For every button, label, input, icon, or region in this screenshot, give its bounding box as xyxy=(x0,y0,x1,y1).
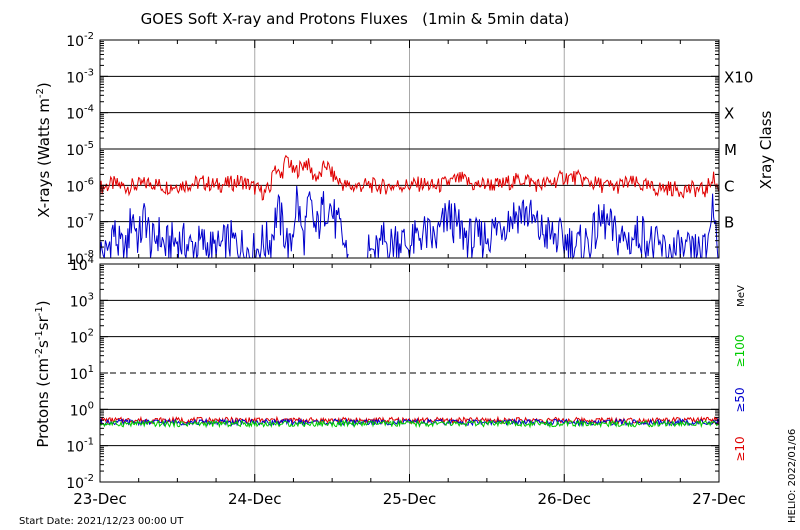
proton-y-axis-label-part: sr xyxy=(34,315,52,330)
y-tick-label: 10-3 xyxy=(66,67,94,86)
xray-class-axis-title: Xray Class xyxy=(757,110,775,189)
y-tick-label: 10-7 xyxy=(66,213,94,232)
y-tick-base: 10 xyxy=(66,34,84,50)
y-tick-label: 10-2 xyxy=(66,473,94,492)
y-tick-label: 10-1 xyxy=(66,437,94,456)
y-tick-exponent: -2 xyxy=(84,31,94,42)
xray-y-axis-label: X-rays (Watts m-2) xyxy=(35,82,53,217)
xray-class-label: X xyxy=(724,105,734,123)
y-tick-label: 10-2 xyxy=(66,31,94,50)
series-line xyxy=(99,154,720,201)
x-tick-label: 27-Dec xyxy=(692,490,746,508)
y-tick-label: 101 xyxy=(70,364,94,383)
y-tick-label: 102 xyxy=(70,328,94,347)
y-tick-exponent: 2 xyxy=(88,328,94,339)
proton-y-axis-label-sup: -1 xyxy=(34,306,45,316)
proton-energy-legend: MeV ≥100 ≥50 ≥10 xyxy=(733,285,747,462)
y-tick-label: 103 xyxy=(70,291,94,310)
y-tick-base: 10 xyxy=(66,107,84,123)
y-tick-label: 10-6 xyxy=(66,176,94,195)
x-tick-label: 26-Dec xyxy=(537,490,591,508)
xray-class-label: C xyxy=(724,177,734,195)
y-tick-exponent: -1 xyxy=(84,437,94,448)
chart-title: GOES Soft X-ray and Protons Fluxes (1min… xyxy=(141,10,570,28)
y-tick-exponent: 3 xyxy=(88,291,94,302)
y-tick-exponent: -4 xyxy=(84,104,94,115)
y-tick-exponent: -8 xyxy=(84,249,94,260)
proton-y-axis-label-part: s xyxy=(34,340,52,348)
proton-energy-label: ≥50 xyxy=(733,387,747,412)
y-tick-label: 100 xyxy=(70,400,94,419)
y-tick-exponent: 0 xyxy=(88,400,94,411)
xray-class-label: X10 xyxy=(724,68,753,86)
y-tick-base: 10 xyxy=(70,331,88,347)
y-tick-exponent: -2 xyxy=(84,473,94,484)
proton-y-axis-label-part: ) xyxy=(34,300,52,306)
y-tick-base: 10 xyxy=(66,70,84,86)
y-tick-base: 10 xyxy=(66,143,84,159)
y-tick-base: 10 xyxy=(70,294,88,310)
helio-stamp: HELIO: 2022/01/06 xyxy=(787,429,798,523)
y-tick-base: 10 xyxy=(66,476,84,492)
series-line xyxy=(99,418,720,429)
proton-y-axis-label-sup: -1 xyxy=(34,330,45,340)
y-tick-exponent: 1 xyxy=(88,364,94,375)
y-tick-exponent: -7 xyxy=(84,213,94,224)
y-tick-base: 10 xyxy=(66,440,84,456)
proton-y-axis-label: Protons (cm-2s-1sr-1) xyxy=(34,300,52,447)
y-tick-label: 104 xyxy=(70,255,94,274)
x-tick-label: 23-Dec xyxy=(73,490,127,508)
xray-class-label: B xyxy=(724,214,734,232)
x-tick-label: 25-Dec xyxy=(383,490,437,508)
proton-energy-label: ≥100 xyxy=(733,335,747,368)
xray-y-ticks: 10-810-710-610-510-410-310-2 xyxy=(66,31,719,268)
xray-y-axis-label-main: X-rays (Watts m xyxy=(35,98,53,218)
proton-energy-label: MeV xyxy=(736,285,747,307)
proton-grid xyxy=(100,264,719,482)
series-line xyxy=(99,185,349,259)
start-date: Start Date: 2021/12/23 00:00 UT xyxy=(19,516,184,527)
y-tick-base: 10 xyxy=(66,216,84,232)
y-tick-exponent: 4 xyxy=(88,255,94,266)
y-tick-base: 10 xyxy=(66,179,84,195)
proton-y-axis-label-main: Protons (cm xyxy=(34,358,52,448)
xray-grid xyxy=(100,40,719,258)
y-tick-base: 10 xyxy=(70,403,88,419)
y-tick-base: 10 xyxy=(70,258,88,274)
y-tick-label: 10-8 xyxy=(66,249,94,268)
x-axis-ticks: 23-Dec 24-Dec 25-Dec 26-Dec 27-Dec xyxy=(73,40,746,508)
y-tick-exponent: -3 xyxy=(84,67,94,78)
proton-series xyxy=(99,415,720,429)
series-line xyxy=(99,417,720,427)
y-tick-exponent: -6 xyxy=(84,176,94,187)
y-tick-label: 10-4 xyxy=(66,104,94,123)
xray-class-label: M xyxy=(724,141,737,159)
y-tick-base: 10 xyxy=(66,252,84,268)
xray-y-axis-label-exp: -2 xyxy=(35,88,46,98)
proton-energy-label: ≥10 xyxy=(733,436,747,461)
y-tick-base: 10 xyxy=(70,367,88,383)
series-line xyxy=(364,193,719,260)
xray-class-labels: B CMX X10 xyxy=(724,68,753,231)
x-tick-label: 24-Dec xyxy=(228,490,282,508)
proton-y-axis-label-sup: -2 xyxy=(34,348,45,358)
xray-series xyxy=(99,154,720,260)
xray-y-axis-label-end: ) xyxy=(35,82,53,88)
y-tick-label: 10-5 xyxy=(66,140,94,159)
y-tick-exponent: -5 xyxy=(84,140,94,151)
